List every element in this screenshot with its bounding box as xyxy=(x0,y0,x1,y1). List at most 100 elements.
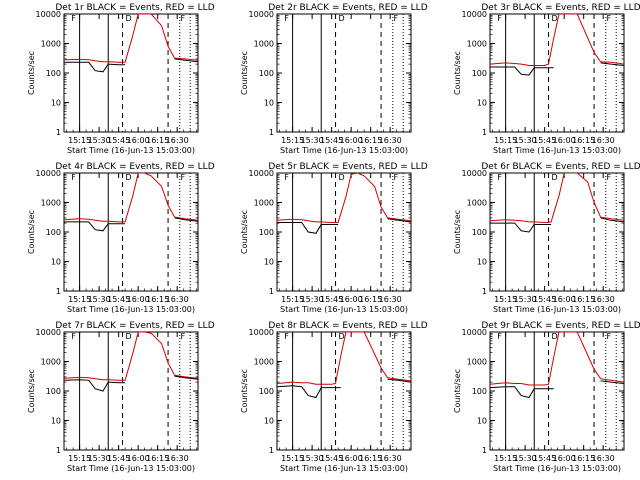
interval-marker-label: F xyxy=(180,14,185,23)
x-tick-label: 15:30 xyxy=(514,136,537,145)
panel-title: Det 8r BLACK = Events, RED = LLD xyxy=(268,321,427,331)
plot-frame xyxy=(489,331,625,451)
y-tick-label: 10 xyxy=(264,99,274,108)
x-axis-label: Start Time (16-Jun-13 15:03:00) xyxy=(493,146,621,155)
plot-frame xyxy=(63,331,199,451)
x-tick-label: 15:30 xyxy=(514,454,537,463)
y-axis-label: Counts/sec xyxy=(27,369,36,413)
x-tick-label: 16:00 xyxy=(127,295,150,304)
panel-title: Det 3r BLACK = Events, RED = LLD xyxy=(481,3,640,13)
y-tick-label: 1000 xyxy=(467,358,487,367)
panel-8r: Det 8r BLACK = Events, RED = LLD 1 10 100 10… xyxy=(240,321,428,473)
y-tick-label: 10000 xyxy=(249,328,274,337)
panel-9r: Det 9r BLACK = Events, RED = LLD 1 10 100 10… xyxy=(453,321,640,473)
x-tick-label: 16:00 xyxy=(340,136,363,145)
y-tick-label: 10 xyxy=(477,258,487,267)
interval-marker-label: D xyxy=(551,173,557,182)
x-tick-label: 16:15 xyxy=(572,136,595,145)
x-tick-label: 15:45 xyxy=(107,454,130,463)
y-tick-label: 10000 xyxy=(36,328,61,337)
x-tick-label: 16:00 xyxy=(553,136,576,145)
interval-marker-label: D xyxy=(125,173,131,182)
panel-7r: Det 7r BLACK = Events, RED = LLD 1 10 100 10… xyxy=(27,321,215,473)
lld-series-line xyxy=(490,332,624,386)
x-axis-label: Start Time (16-Jun-13 15:03:00) xyxy=(67,464,195,473)
y-tick-label: 100 xyxy=(46,387,61,396)
x-tick-label: 15:15 xyxy=(494,295,517,304)
events-series-line xyxy=(490,62,624,76)
y-axis-label: Counts/sec xyxy=(240,369,249,413)
plot-frame xyxy=(276,13,412,133)
plot-frame xyxy=(63,172,199,292)
events-series-line xyxy=(277,378,411,399)
panel-4r: Det 4r BLACK = Events, RED = LLD 1 10 100 10… xyxy=(27,162,215,314)
y-tick-label: 10 xyxy=(477,417,487,426)
x-tick-label: 15:15 xyxy=(494,136,517,145)
panel-title: Det 7r BLACK = Events, RED = LLD xyxy=(55,321,214,331)
interval-marker-label: F xyxy=(71,173,76,182)
events-series-line xyxy=(490,217,624,233)
y-tick-label: 10 xyxy=(51,258,61,267)
x-tick-label: 16:30 xyxy=(379,454,402,463)
lld-series-line xyxy=(277,173,411,223)
events-series-line xyxy=(277,218,411,234)
y-tick-label: 100 xyxy=(259,387,274,396)
y-tick-label: 10000 xyxy=(462,169,487,178)
panel-6r: Det 6r BLACK = Events, RED = LLD 1 10 100 10… xyxy=(453,162,640,314)
y-tick-label: 100 xyxy=(472,228,487,237)
lld-series-line xyxy=(490,173,624,223)
y-tick-label: 1 xyxy=(269,446,274,455)
y-axis-label: Counts/sec xyxy=(453,210,462,254)
x-tick-label: 15:45 xyxy=(533,295,556,304)
x-tick-label: 16:30 xyxy=(166,295,189,304)
panel-5r: Det 5r BLACK = Events, RED = LLD 1 10 100 10… xyxy=(240,162,428,314)
plot-frame xyxy=(276,331,412,451)
x-axis-label: Start Time (16-Jun-13 15:03:00) xyxy=(280,464,408,473)
x-tick-label: 16:30 xyxy=(592,295,615,304)
y-tick-label: 10000 xyxy=(249,10,274,19)
interval-marker-label: D xyxy=(551,332,557,341)
plot-frame xyxy=(276,172,412,292)
y-tick-label: 10 xyxy=(51,417,61,426)
y-tick-label: 10000 xyxy=(462,328,487,337)
interval-marker-label: F xyxy=(284,173,289,182)
interval-marker-label: F xyxy=(606,173,611,182)
lld-series-line xyxy=(64,14,198,63)
x-tick-label: 15:15 xyxy=(281,454,304,463)
interval-marker-label: D xyxy=(551,14,557,23)
interval-marker-label: F xyxy=(497,332,502,341)
interval-marker-label: D xyxy=(338,332,344,341)
x-axis-label: Start Time (16-Jun-13 15:03:00) xyxy=(280,146,408,155)
x-tick-label: 16:30 xyxy=(379,136,402,145)
x-tick-label: 16:15 xyxy=(146,454,169,463)
x-tick-label: 16:15 xyxy=(572,454,595,463)
y-tick-label: 100 xyxy=(259,228,274,237)
y-tick-label: 1 xyxy=(482,128,487,137)
x-tick-label: 15:15 xyxy=(281,295,304,304)
panel-title: Det 9r BLACK = Events, RED = LLD xyxy=(481,321,640,331)
x-tick-label: 15:30 xyxy=(88,136,111,145)
panel-1r: Det 1r BLACK = Events, RED = LLD 1 10 100 10… xyxy=(27,3,215,155)
interval-marker-label: F xyxy=(606,14,611,23)
x-tick-label: 15:15 xyxy=(281,136,304,145)
x-tick-label: 15:30 xyxy=(88,295,111,304)
y-tick-label: 10 xyxy=(51,99,61,108)
y-tick-label: 1000 xyxy=(41,358,61,367)
x-axis-label: Start Time (16-Jun-13 15:03:00) xyxy=(493,464,621,473)
y-tick-label: 1000 xyxy=(467,199,487,208)
y-tick-label: 1000 xyxy=(41,199,61,208)
x-axis-label: Start Time (16-Jun-13 15:03:00) xyxy=(67,305,195,314)
panel-title: Det 2r BLACK = Events, RED = LLD xyxy=(268,3,427,13)
x-tick-label: 16:15 xyxy=(146,136,169,145)
x-tick-label: 15:15 xyxy=(68,454,91,463)
x-tick-label: 16:00 xyxy=(553,295,576,304)
x-tick-label: 16:30 xyxy=(166,454,189,463)
x-tick-label: 16:15 xyxy=(359,136,382,145)
panel-title: Det 4r BLACK = Events, RED = LLD xyxy=(55,162,214,172)
x-tick-label: 16:30 xyxy=(166,136,189,145)
x-tick-label: 16:00 xyxy=(340,295,363,304)
y-tick-label: 10000 xyxy=(36,10,61,19)
interval-marker-label: D xyxy=(338,14,344,23)
plot-frame xyxy=(489,13,625,133)
y-tick-label: 100 xyxy=(472,69,487,78)
